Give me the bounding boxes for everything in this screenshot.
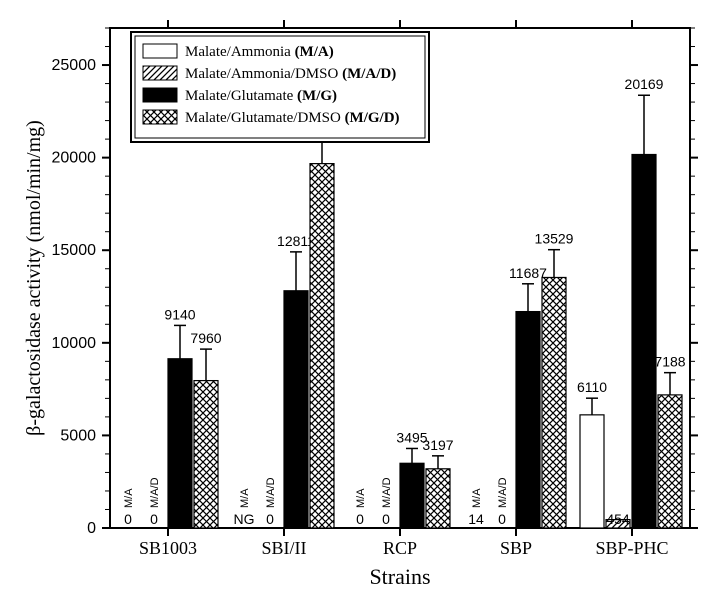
ytick-label: 25000 <box>52 57 97 74</box>
bar-value-label: 454 <box>606 511 630 527</box>
ytick-label: 10000 <box>52 335 97 352</box>
ytick-label: 0 <box>87 520 96 537</box>
series-tag: M/A/D <box>497 477 509 508</box>
xtick-label: SBP <box>500 538 532 558</box>
bar <box>400 463 424 528</box>
series-tag: M/A <box>123 488 135 508</box>
xtick-label: SBI/II <box>262 538 307 558</box>
series-tag: M/A/D <box>381 477 393 508</box>
series-tag: M/A/D <box>265 477 277 508</box>
x-axis-label: Strains <box>369 564 430 589</box>
series-tag: M/A <box>355 488 367 508</box>
bar-value-label: 14 <box>468 511 484 527</box>
bar-value-label: NG <box>234 511 255 527</box>
bar-value-label: 0 <box>266 511 274 527</box>
bar <box>194 381 218 528</box>
bar-value-label: 0 <box>498 511 506 527</box>
bar-value-label: 0 <box>124 511 132 527</box>
series-tag: M/A/D <box>149 477 161 508</box>
bar <box>516 312 540 528</box>
bar-value-label: 6110 <box>577 379 607 395</box>
legend-label: Malate/Ammonia/DMSO (M/A/D) <box>185 66 396 82</box>
xtick-label: SBP-PHC <box>595 538 668 558</box>
series-tag: M/A <box>239 488 251 508</box>
bar <box>632 155 656 529</box>
bar-value-label: 13529 <box>535 231 574 247</box>
xtick-label: RCP <box>383 538 417 558</box>
bar <box>168 359 192 528</box>
xtick-label: SB1003 <box>139 538 197 558</box>
bar-value-label: 7188 <box>654 354 685 370</box>
legend-swatch <box>143 44 177 58</box>
bar-value-label: 0 <box>382 511 390 527</box>
bar <box>542 277 566 528</box>
bar <box>426 469 450 528</box>
legend-label: Malate/Glutamate (M/G) <box>185 88 337 104</box>
legend-label: Malate/Glutamate/DMSO (M/G/D) <box>185 110 400 126</box>
bar-value-label: 0 <box>356 511 364 527</box>
bar <box>580 415 604 528</box>
bar <box>658 395 682 528</box>
ytick-label: 20000 <box>52 150 97 167</box>
bar-value-label: 9140 <box>164 306 195 322</box>
legend-swatch <box>143 110 177 124</box>
bar-value-label: 20169 <box>625 76 664 92</box>
bar <box>310 164 334 528</box>
legend-swatch <box>143 88 177 102</box>
bar-value-label: 7960 <box>190 330 221 346</box>
y-axis-label: β-galactosidase activity (nmol/min/mg) <box>23 120 45 436</box>
bar-value-label: 3197 <box>422 437 453 453</box>
series-tag: M/A <box>471 488 483 508</box>
bar-value-label: 0 <box>150 511 158 527</box>
ytick-label: 5000 <box>60 427 96 444</box>
legend-label: Malate/Ammonia (M/A) <box>185 44 334 60</box>
bar <box>284 291 308 528</box>
legend-swatch <box>143 66 177 80</box>
ytick-label: 15000 <box>52 242 97 259</box>
